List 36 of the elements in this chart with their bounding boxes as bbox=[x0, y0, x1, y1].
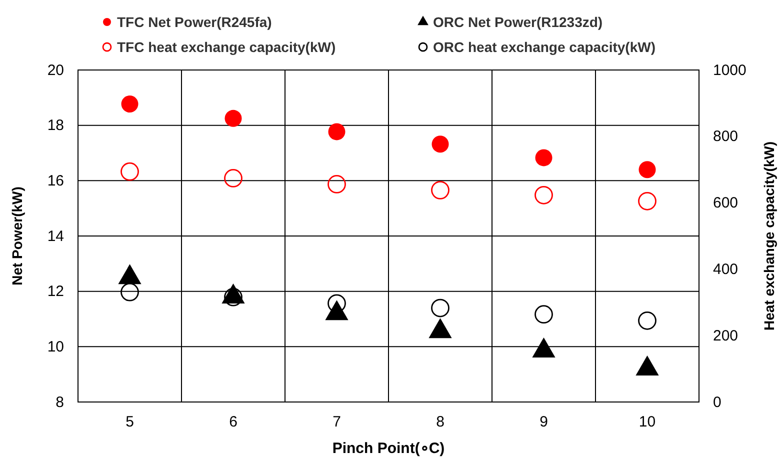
x-axis-title: Pinch Point(∘C) bbox=[332, 440, 445, 457]
point bbox=[224, 169, 242, 188]
point bbox=[431, 181, 450, 200]
point bbox=[328, 175, 346, 194]
y-tick-label: 12 bbox=[47, 283, 64, 300]
y-tick-label: 20 bbox=[47, 62, 64, 79]
y-tick-label: 14 bbox=[47, 228, 64, 245]
legend-label: TFC Net Power(R245fa) bbox=[117, 14, 272, 30]
point bbox=[120, 282, 139, 302]
y-tick-label: 16 bbox=[47, 172, 64, 190]
y2-tick-label: 600 bbox=[713, 194, 738, 212]
y2-tick-label: 800 bbox=[713, 128, 738, 146]
y2-tick-label: 400 bbox=[713, 261, 738, 278]
y-tick-label: 10 bbox=[47, 338, 64, 356]
point bbox=[431, 298, 450, 318]
x-tick-label: 5 bbox=[126, 414, 134, 431]
legend-label: TFC heat exchange capacity(kW) bbox=[117, 39, 336, 55]
x-tick-label: 10 bbox=[638, 414, 656, 431]
x-tick-label: 8 bbox=[436, 414, 444, 431]
point bbox=[534, 305, 553, 324]
y2-axis-title: Heat exchange capacity(kW) bbox=[761, 141, 777, 331]
x-tick-label: 7 bbox=[332, 414, 341, 431]
x-tick-label: 9 bbox=[540, 414, 548, 431]
y-tick-label: 8 bbox=[56, 394, 64, 411]
point bbox=[534, 186, 553, 204]
point bbox=[638, 192, 656, 210]
y2-tick-label: 0 bbox=[713, 394, 722, 411]
point bbox=[638, 311, 656, 330]
y-axis-title: Net Power(kW) bbox=[9, 186, 25, 286]
y2-tick-label: 1000 bbox=[713, 62, 746, 79]
legend-label: ORC Net Power(R1233zd) bbox=[433, 14, 603, 30]
y2-tick-label: 200 bbox=[713, 327, 738, 344]
x-tick-label: 6 bbox=[229, 414, 238, 431]
y-tick-label: 18 bbox=[47, 117, 64, 134]
point bbox=[120, 162, 139, 181]
legend-label: ORC heat exchange capacity(kW) bbox=[433, 39, 656, 55]
